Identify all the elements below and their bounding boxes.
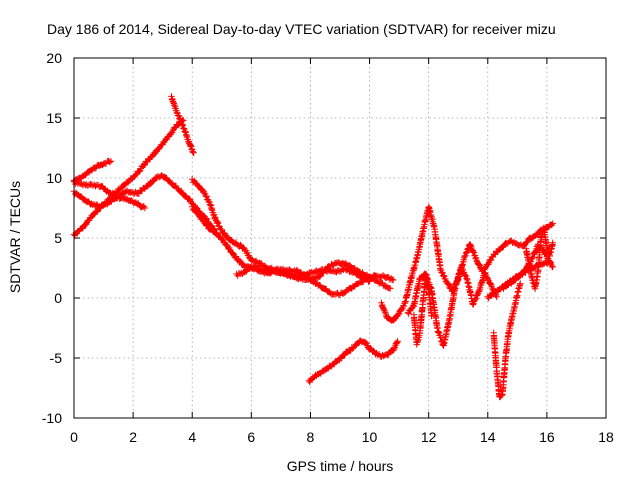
plot-frame: [73, 57, 607, 419]
y-tick-label: 10: [46, 170, 62, 186]
y-tick-label: 15: [46, 110, 62, 126]
series-track-p: [484, 258, 554, 302]
x-tick-label: 18: [598, 429, 614, 445]
series-track-h: [233, 263, 397, 299]
y-axis-label: SDTVAR / TECUs: [7, 181, 23, 293]
x-tick-label: 14: [480, 429, 496, 445]
y-tick-label: 5: [54, 230, 62, 246]
x-axis-label: GPS time / hours: [287, 458, 394, 474]
data-point-markers: [410, 273, 435, 348]
x-tick-label: 12: [421, 429, 437, 445]
chart-title: Day 186 of 2014, Sidereal Day-to-day VTE…: [47, 21, 556, 37]
y-tick-label: -5: [50, 350, 63, 366]
x-tick-label: 10: [362, 429, 378, 445]
series-track-i: [305, 337, 401, 386]
x-tick-label: 4: [188, 429, 196, 445]
series-track-b: [168, 93, 197, 156]
series-track-g: [189, 203, 220, 237]
series-track-k: [404, 264, 500, 349]
data-point-markers: [484, 258, 554, 302]
series-track-m: [490, 280, 524, 401]
tick-labels: 0 2 4 6 8 10 12 14 16 18 -10 -5 0 5 10 15 20: [42, 50, 614, 445]
data-point-markers: [233, 263, 397, 299]
data-point-markers: [305, 337, 401, 386]
y-tick-label: -10: [42, 410, 62, 426]
x-tick-label: 6: [247, 429, 255, 445]
data-point-markers: [168, 93, 197, 156]
data-point-markers: [490, 280, 524, 401]
series-track-l: [410, 273, 435, 348]
x-tick-label: 0: [70, 429, 78, 445]
data-point-markers: [404, 264, 500, 349]
x-tick-label: 16: [539, 429, 555, 445]
x-tick-label: 2: [129, 429, 137, 445]
x-tick-label: 8: [307, 429, 315, 445]
series-track-j: [378, 203, 556, 324]
data-point-markers: [189, 203, 220, 237]
data-point-markers: [378, 203, 556, 324]
y-tick-label: 20: [46, 50, 62, 66]
data-points: [70, 93, 556, 401]
y-tick-label: 0: [54, 290, 62, 306]
